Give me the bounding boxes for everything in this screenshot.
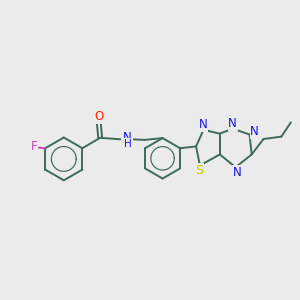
Text: N: N — [233, 166, 242, 179]
Text: H: H — [124, 139, 131, 149]
Text: S: S — [195, 164, 203, 177]
Text: N: N — [228, 117, 237, 130]
Text: F: F — [31, 140, 37, 153]
Text: N: N — [199, 118, 208, 131]
Text: O: O — [94, 110, 103, 123]
Text: N: N — [250, 125, 259, 138]
Text: N: N — [123, 131, 132, 144]
